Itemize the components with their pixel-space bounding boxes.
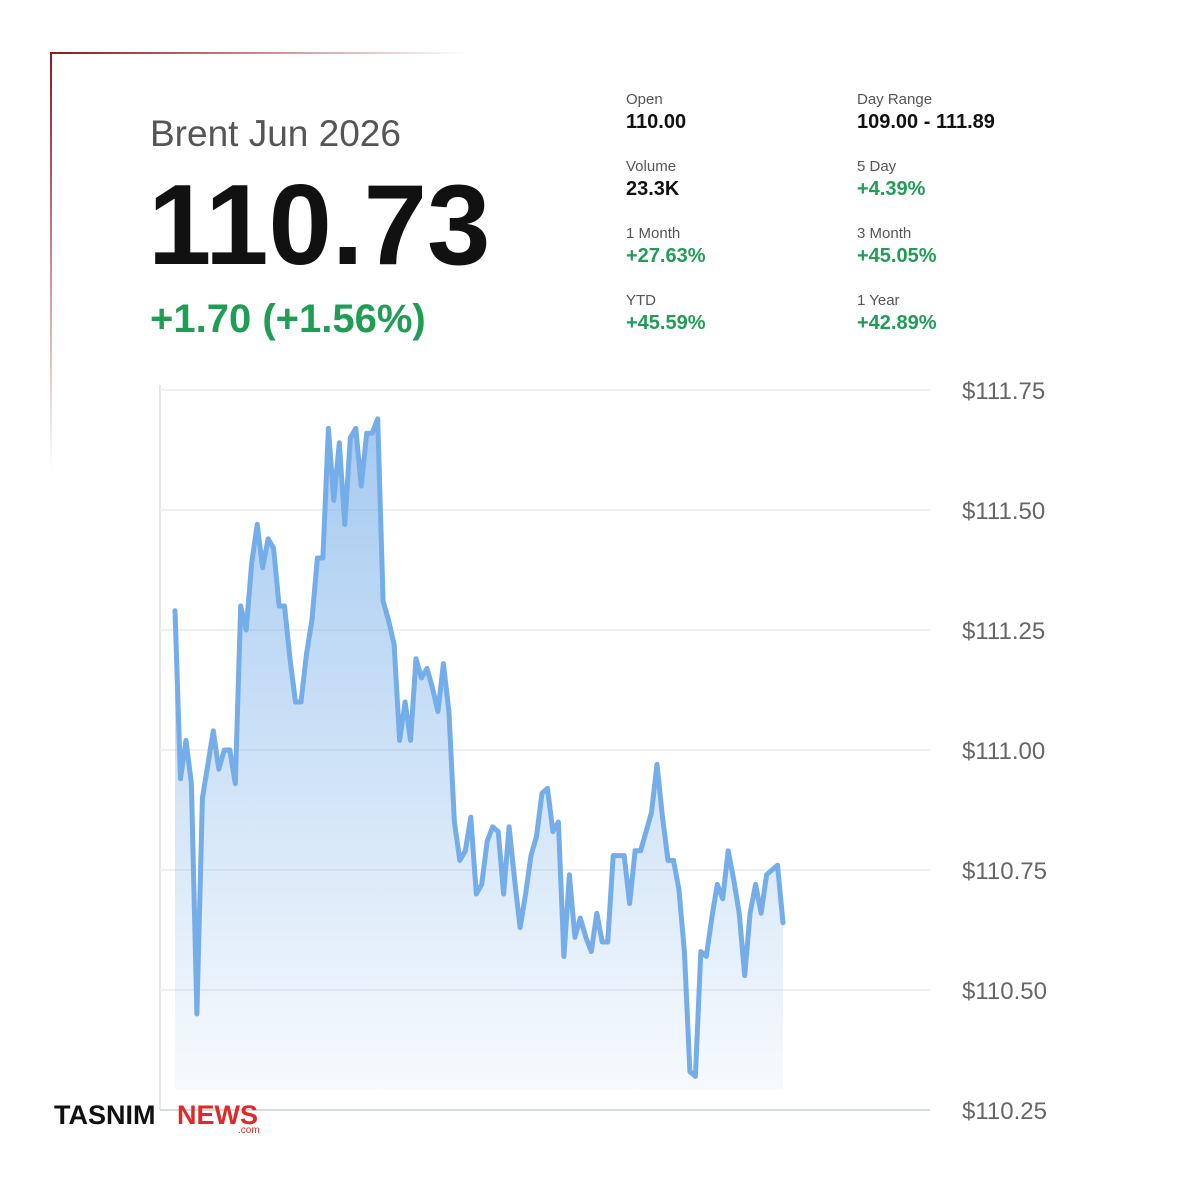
price-line [172, 416, 786, 1079]
watermark-brand: TASNIM [54, 1100, 156, 1130]
frame-left [50, 52, 52, 472]
price-change: +1.70 (+1.56%) [150, 297, 426, 341]
y-tick-label: $111.00 [962, 738, 1045, 765]
stat-label: 1 Year [857, 292, 900, 309]
y-tick-label: $110.75 [962, 858, 1047, 885]
stat-value: 109.00 - 111.89 [857, 111, 995, 133]
stat-label: Day Range [857, 91, 932, 108]
stat-value: +27.63% [626, 245, 706, 267]
frame-top [50, 52, 470, 54]
chart: $110.25 $110.50 $110.75 $111.00 $111.25 $111.… [160, 378, 1047, 1125]
stat-label: 5 Day [857, 158, 897, 175]
stat-label: YTD [626, 292, 656, 309]
stat-value: +42.89% [857, 312, 937, 334]
stats: Open 110.00 Day Range 109.00 - 111.89 Volume… [626, 91, 995, 334]
price: 110.73 [148, 162, 490, 289]
y-tick-label: $111.25 [962, 618, 1045, 645]
instrument-title: Brent Jun 2026 [150, 113, 401, 154]
y-tick-label: $111.50 [962, 498, 1045, 525]
stat-value: 23.3K [626, 178, 680, 200]
y-tick-label: $110.25 [962, 1098, 1047, 1125]
stat-label: 1 Month [626, 225, 680, 242]
watermark-suffix: .com [238, 1125, 260, 1136]
watermark-accent: NEWS [177, 1100, 258, 1130]
stat-value: +4.39% [857, 178, 926, 200]
stat-value: +45.05% [857, 245, 937, 267]
stat-value: +45.59% [626, 312, 706, 334]
stat-value: 110.00 [626, 111, 686, 133]
stat-label: Open [626, 91, 663, 108]
area [175, 418, 783, 1090]
stat-label: 3 Month [857, 225, 911, 242]
stat-label: Volume [626, 158, 676, 175]
y-tick-label: $110.50 [962, 978, 1047, 1005]
y-tick-label: $111.75 [962, 378, 1045, 405]
